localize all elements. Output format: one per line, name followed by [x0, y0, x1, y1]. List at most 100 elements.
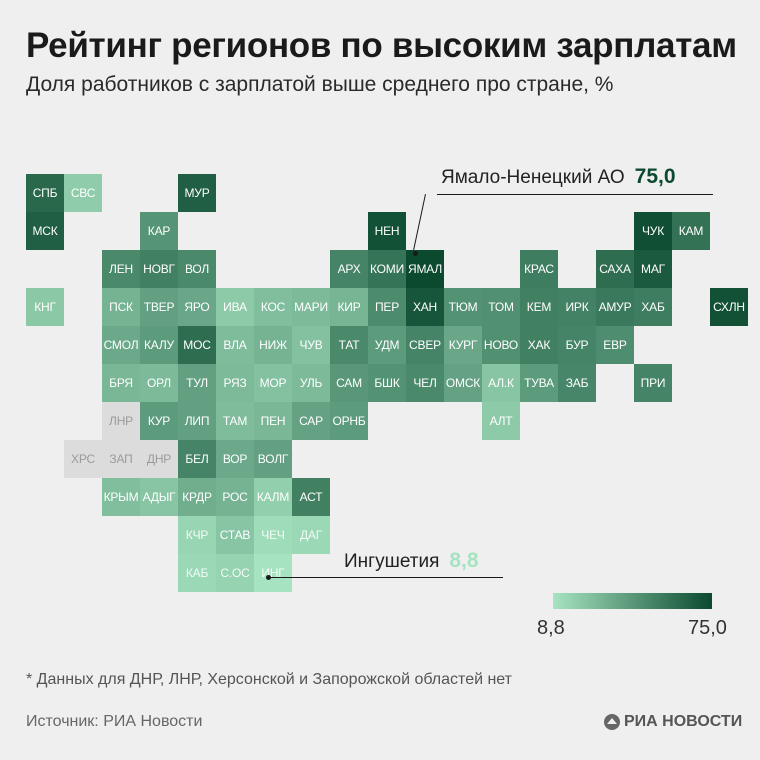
- region-tile: ВЛА: [216, 326, 254, 364]
- region-tile: ОРЛ: [140, 364, 178, 402]
- region-tile: КНГ: [26, 288, 64, 326]
- region-tile: КИР: [330, 288, 368, 326]
- region-tile: С.ОС: [216, 554, 254, 592]
- region-tile: РЯЗ: [216, 364, 254, 402]
- region-tile: БРЯ: [102, 364, 140, 402]
- region-tile: СВЕР: [406, 326, 444, 364]
- callout-bottom-line: [269, 577, 503, 578]
- region-tile: САР: [292, 402, 330, 440]
- region-tile: БУР: [558, 326, 596, 364]
- region-tile: НОВО: [482, 326, 520, 364]
- region-tile: ОМСК: [444, 364, 482, 402]
- region-tile: ЯМАЛ: [406, 250, 444, 288]
- callout-top-value: 75,0: [634, 165, 676, 188]
- region-tile: ВОР: [216, 440, 254, 478]
- region-tile: АМУР: [596, 288, 634, 326]
- region-tile: КАБ: [178, 554, 216, 592]
- ria-logo-icon: [604, 714, 620, 730]
- callout-bottom-label: Ингушетия: [344, 551, 440, 572]
- source: Источник: РИА Новости: [26, 713, 203, 730]
- region-tile: МУР: [178, 174, 216, 212]
- callout-top-line: [437, 194, 713, 195]
- region-tile: КРЫМ: [102, 478, 140, 516]
- region-tile: БШК: [368, 364, 406, 402]
- region-tile: ХАН: [406, 288, 444, 326]
- region-tile: КОС: [254, 288, 292, 326]
- region-tile: ДНР: [140, 440, 178, 478]
- region-tile: ИНГ: [254, 554, 292, 592]
- region-tile: МОС: [178, 326, 216, 364]
- region-tile: МАРИ: [292, 288, 330, 326]
- region-tile: ПСК: [102, 288, 140, 326]
- region-tile: КУР: [140, 402, 178, 440]
- region-tile: ВОЛ: [178, 250, 216, 288]
- region-tile: ЛНР: [102, 402, 140, 440]
- region-tile: ЯРО: [178, 288, 216, 326]
- region-tile: СВС: [64, 174, 102, 212]
- region-tile: ТАТ: [330, 326, 368, 364]
- region-tile: КЧР: [178, 516, 216, 554]
- region-tile: КРАС: [520, 250, 558, 288]
- region-tile: ЧЕЧ: [254, 516, 292, 554]
- region-tile: ХАБ: [634, 288, 672, 326]
- region-tile: КУРГ: [444, 326, 482, 364]
- region-tile: МОР: [254, 364, 292, 402]
- region-tile: СПБ: [26, 174, 64, 212]
- region-tile: НИЖ: [254, 326, 292, 364]
- region-tile: БЕЛ: [178, 440, 216, 478]
- callout-top-dot: [413, 251, 418, 256]
- footnote: * Данных для ДНР, ЛНР, Херсонской и Запо…: [26, 671, 512, 688]
- region-tile: ЧЕЛ: [406, 364, 444, 402]
- page-title: Рейтинг регионов по высоким зарплатам: [26, 26, 737, 65]
- region-tile: СТАВ: [216, 516, 254, 554]
- region-tile: ТЮМ: [444, 288, 482, 326]
- region-tile: ЕВР: [596, 326, 634, 364]
- region-tile: СХЛН: [710, 288, 748, 326]
- region-tile: ВОЛГ: [254, 440, 292, 478]
- region-tile: ЗАП: [102, 440, 140, 478]
- region-tile: ТУВА: [520, 364, 558, 402]
- region-tile: АРХ: [330, 250, 368, 288]
- region-tile: ИВА: [216, 288, 254, 326]
- region-tile: ХАК: [520, 326, 558, 364]
- region-tile: РОС: [216, 478, 254, 516]
- callout-top-label: Ямало-Ненецкий АО: [441, 167, 625, 188]
- region-tile: ЗАБ: [558, 364, 596, 402]
- region-tile: ТОМ: [482, 288, 520, 326]
- region-tile: ТУЛ: [178, 364, 216, 402]
- page-subtitle: Доля работников с зарплатой выше среднег…: [26, 73, 614, 96]
- region-tile: ХРС: [64, 440, 102, 478]
- region-tile: ЧУВ: [292, 326, 330, 364]
- legend-max-label: 75,0: [688, 617, 727, 639]
- region-tile: КРДР: [178, 478, 216, 516]
- region-tile: МСК: [26, 212, 64, 250]
- brand-logo: РИА НОВОСТИ: [604, 713, 742, 731]
- callout-bottom: Ингушетия 8,8: [344, 549, 479, 573]
- region-tile: КЕМ: [520, 288, 558, 326]
- legend-gradient: [553, 593, 712, 609]
- region-tile: КАЛМ: [254, 478, 292, 516]
- region-tile: МАГ: [634, 250, 672, 288]
- region-tile: ИРК: [558, 288, 596, 326]
- region-tile: ПРИ: [634, 364, 672, 402]
- brand-name: РИА НОВОСТИ: [624, 713, 743, 730]
- legend-min-label: 8,8: [537, 617, 565, 639]
- region-tile: АЛТ: [482, 402, 520, 440]
- region-tile: ЛИП: [178, 402, 216, 440]
- region-tile: КАР: [140, 212, 178, 250]
- region-tile: ТАМ: [216, 402, 254, 440]
- callout-bottom-value: 8,8: [449, 549, 479, 572]
- region-tile: ПЕН: [254, 402, 292, 440]
- region-tile: ОРНБ: [330, 402, 368, 440]
- region-tile: САМ: [330, 364, 368, 402]
- region-tile: ЧУК: [634, 212, 672, 250]
- region-tile: УДМ: [368, 326, 406, 364]
- region-tile: КАЛУ: [140, 326, 178, 364]
- region-tile: АДЫГ: [140, 478, 178, 516]
- region-tile: АСТ: [292, 478, 330, 516]
- callout-bottom-dot: [266, 575, 271, 580]
- region-tile: КОМИ: [368, 250, 406, 288]
- region-tile: ДАГ: [292, 516, 330, 554]
- callout-top: Ямало-Ненецкий АО 75,0: [441, 165, 676, 189]
